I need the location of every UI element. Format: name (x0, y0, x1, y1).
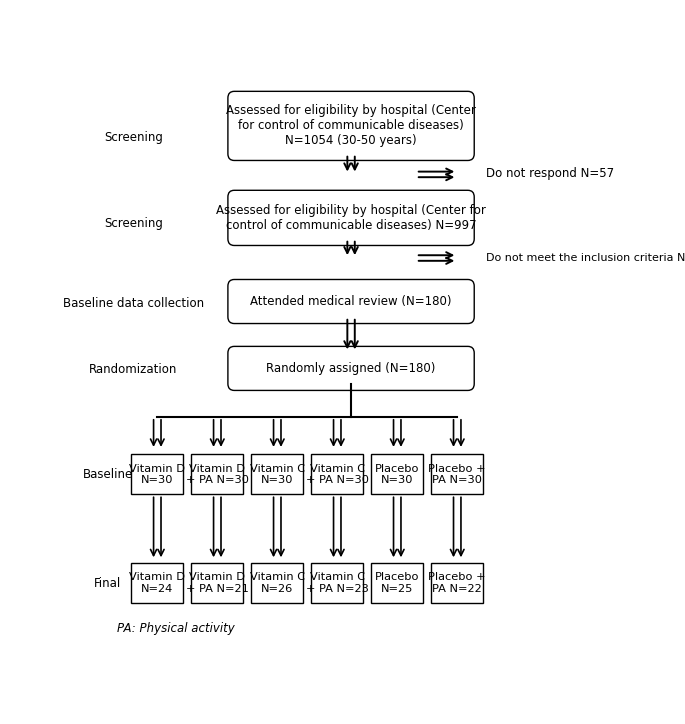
Text: Vitamin D
N=30: Vitamin D N=30 (129, 463, 186, 485)
Text: Vitamin C
N=26: Vitamin C N=26 (250, 572, 305, 594)
Text: Assessed for eligibility by hospital (Center
for control of communicable disease: Assessed for eligibility by hospital (Ce… (226, 104, 476, 148)
FancyBboxPatch shape (132, 454, 184, 494)
Text: Randomly assigned (N=180): Randomly assigned (N=180) (266, 362, 436, 375)
Text: Baseline: Baseline (83, 468, 133, 481)
Text: Vitamin D
N=24: Vitamin D N=24 (129, 572, 186, 594)
FancyBboxPatch shape (311, 563, 363, 603)
Text: Vitamin C
N=30: Vitamin C N=30 (250, 463, 305, 485)
FancyBboxPatch shape (251, 454, 303, 494)
Text: Placebo +
PA N=22: Placebo + PA N=22 (429, 572, 486, 594)
FancyBboxPatch shape (228, 190, 474, 245)
Text: Screening: Screening (104, 130, 163, 143)
Text: Vitamin C
+ PA N=23: Vitamin C + PA N=23 (306, 572, 369, 594)
Text: Placebo +
PA N=30: Placebo + PA N=30 (429, 463, 486, 485)
Text: Vitamin D
+ PA N=21: Vitamin D + PA N=21 (186, 572, 249, 594)
Text: Placebo
N=30: Placebo N=30 (375, 463, 419, 485)
Text: Assessed for eligibility by hospital (Center for
control of communicable disease: Assessed for eligibility by hospital (Ce… (216, 204, 486, 232)
FancyBboxPatch shape (191, 454, 243, 494)
Text: Randomization: Randomization (89, 363, 177, 376)
FancyBboxPatch shape (251, 563, 303, 603)
FancyBboxPatch shape (228, 279, 474, 324)
Text: Vitamin D
+ PA N=30: Vitamin D + PA N=30 (186, 463, 249, 485)
Text: Screening: Screening (104, 217, 163, 230)
FancyBboxPatch shape (132, 563, 184, 603)
Text: Do not meet the inclusion criteria N=817: Do not meet the inclusion criteria N=817 (486, 253, 685, 263)
Text: Final: Final (95, 576, 121, 589)
Text: Baseline data collection: Baseline data collection (63, 297, 204, 310)
FancyBboxPatch shape (311, 454, 363, 494)
FancyBboxPatch shape (432, 454, 483, 494)
FancyBboxPatch shape (228, 91, 474, 161)
FancyBboxPatch shape (228, 346, 474, 390)
FancyBboxPatch shape (371, 454, 423, 494)
Text: Do not respond N=57: Do not respond N=57 (486, 167, 614, 180)
FancyBboxPatch shape (371, 563, 423, 603)
Text: Vitamin C
+ PA N=30: Vitamin C + PA N=30 (306, 463, 369, 485)
Text: PA: Physical activity: PA: Physical activity (118, 622, 235, 635)
FancyBboxPatch shape (432, 563, 483, 603)
Text: Placebo
N=25: Placebo N=25 (375, 572, 419, 594)
Text: Attended medical review (N=180): Attended medical review (N=180) (250, 295, 452, 308)
FancyBboxPatch shape (191, 563, 243, 603)
